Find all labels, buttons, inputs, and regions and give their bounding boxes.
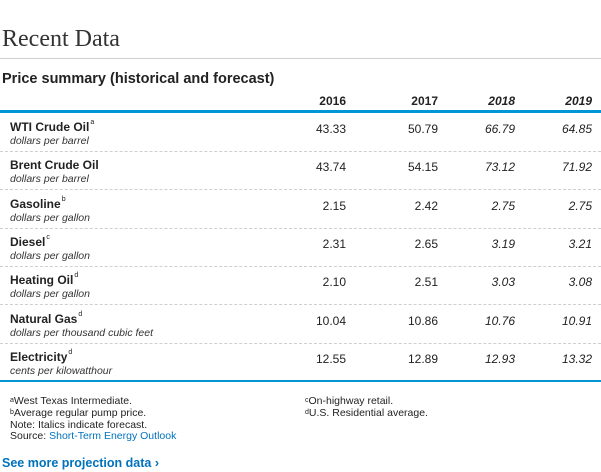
value-cell-2018: 10.76	[484, 313, 515, 328]
value-cell-2019: 71.92	[561, 160, 592, 175]
footnote-a: aWest Texas Intermediate.	[10, 395, 176, 408]
year-header-2019: 2019	[565, 94, 592, 108]
row-unit: cents per kilowatthour	[10, 364, 113, 377]
row-unit: dollars per gallon	[10, 249, 90, 262]
row-name: Electricity	[10, 349, 68, 364]
value-cell-2016: 43.74	[315, 160, 346, 175]
table-bottom-divider	[0, 380, 601, 382]
row-unit: dollars per gallon	[10, 288, 90, 301]
row-footnote-marker: d	[74, 272, 79, 280]
row-label: Brent Crude Oil	[10, 158, 99, 172]
value-cell-2016: 2.10	[322, 275, 346, 290]
row-name: Diesel	[10, 234, 46, 249]
footnote-b-text: Average regular pump price.	[13, 406, 147, 419]
footnote-c-marker: c	[305, 397, 309, 404]
value-cell-2018: 12.93	[484, 351, 515, 366]
row-footnote-marker: d	[68, 348, 73, 356]
row-name: Natural Gas	[10, 311, 78, 326]
table-header-row: 2016 2017 2018 2019	[0, 86, 601, 113]
row-label: Heating Oild	[10, 272, 79, 288]
value-cell-2016: 2.31	[322, 236, 346, 251]
value-cell-2016: 2.15	[322, 198, 346, 213]
value-cell-2019: 3.08	[568, 275, 592, 290]
footnote-d: dU.S. Residential average.	[305, 406, 428, 420]
value-cell-2016: 43.33	[315, 122, 346, 136]
row-unit: dollars per barrel	[10, 173, 89, 186]
title-divider	[0, 58, 601, 59]
value-cell-2018: 3.03	[491, 275, 515, 290]
row-label: WTI Crude Oila	[10, 119, 95, 134]
footnote-a-marker: a	[10, 397, 14, 404]
row-label: Natural Gasd	[10, 310, 83, 326]
footnote-c-text: On-highway retail.	[308, 395, 394, 407]
table-row: Gasolineb dollars per gallon 2.15 2.42 2.75 2…	[0, 191, 601, 229]
row-name: Brent Crude Oil	[10, 158, 99, 173]
row-name: Gasoline	[10, 196, 61, 211]
table-row: WTI Crude Oila dollars per barrel 43.33 50.…	[0, 114, 601, 152]
table-row: Brent Crude Oil dollars per barrel 43.74 54…	[0, 152, 601, 191]
table-row: Electricityd cents per kilowatthour 12.55 1…	[0, 344, 601, 382]
footnotes-left: aWest Texas Intermediate. bAverage regul…	[10, 395, 177, 443]
footnotes-right: cOn-highway retail. dU.S. Residential av…	[305, 395, 428, 420]
value-cell-2017: 2.42	[414, 198, 438, 213]
row-label: Gasolineb	[10, 195, 66, 211]
footnote-d-marker: d	[305, 408, 309, 416]
footnote-d-text: U.S. Residential average.	[308, 406, 428, 419]
value-cell-2016: 10.04	[315, 313, 346, 328]
value-cell-2018: 73.12	[484, 160, 515, 175]
year-header-2016: 2016	[319, 94, 346, 108]
value-cell-2019: 10.91	[561, 313, 592, 328]
value-cell-2017: 2.65	[414, 236, 438, 251]
value-cell-2017: 12.89	[407, 351, 438, 366]
table-title: Price summary (historical and forecast)	[2, 71, 275, 87]
source-line: Source: Short-Term Energy Outlook	[10, 430, 177, 443]
value-cell-2017: 2.51	[414, 275, 438, 290]
year-header-2017: 2017	[411, 94, 438, 108]
value-cell-2016: 12.55	[315, 351, 346, 366]
value-cell-2019: 64.85	[561, 122, 592, 136]
footnote-b-marker: b	[10, 408, 14, 416]
row-footnote-marker: c	[46, 233, 50, 241]
table-row: Heating Oild dollars per gallon 2.10 2.51 3.…	[0, 267, 601, 306]
source-label: Source:	[10, 430, 50, 443]
row-unit: dollars per thousand cubic feet	[10, 326, 154, 339]
table-row: Natural Gasd dollars per thousand cubic f…	[0, 306, 601, 344]
row-unit: dollars per gallon	[10, 211, 90, 224]
year-header-2018: 2018	[488, 94, 515, 108]
row-name: Heating Oil	[10, 273, 74, 288]
row-footnote-marker: b	[61, 195, 66, 203]
row-label: Electricityd	[10, 348, 73, 364]
row-unit: dollars per barrel	[10, 135, 89, 147]
row-name: WTI Crude Oil	[10, 120, 90, 134]
value-cell-2019: 2.75	[568, 198, 592, 213]
source-link[interactable]: Short-Term Energy Outlook	[49, 430, 177, 443]
italics-note: Note: Italics indicate forecast.	[10, 418, 148, 431]
see-more-projection-link[interactable]: See more projection data ›	[2, 456, 159, 470]
footnote-a-text: West Texas Intermediate.	[13, 395, 132, 407]
row-label: Dieselc	[10, 233, 50, 249]
value-cell-2019: 3.21	[568, 236, 592, 251]
value-cell-2019: 13.32	[561, 351, 592, 366]
value-cell-2018: 66.79	[484, 122, 515, 136]
footnote-b: bAverage regular pump price.	[10, 406, 176, 420]
value-cell-2017: 50.79	[407, 122, 438, 136]
row-footnote-marker: d	[78, 310, 83, 318]
section-title: Recent Data	[2, 26, 120, 52]
row-footnote-marker: a	[90, 119, 95, 126]
footnote-c: cOn-highway retail.	[305, 395, 428, 408]
value-cell-2018: 2.75	[491, 198, 515, 213]
table-row: Dieselc dollars per gallon 2.31 2.65 3.19 3.2…	[0, 229, 601, 267]
value-cell-2018: 3.19	[491, 236, 515, 251]
value-cell-2017: 10.86	[407, 313, 438, 328]
value-cell-2017: 54.15	[407, 160, 438, 175]
